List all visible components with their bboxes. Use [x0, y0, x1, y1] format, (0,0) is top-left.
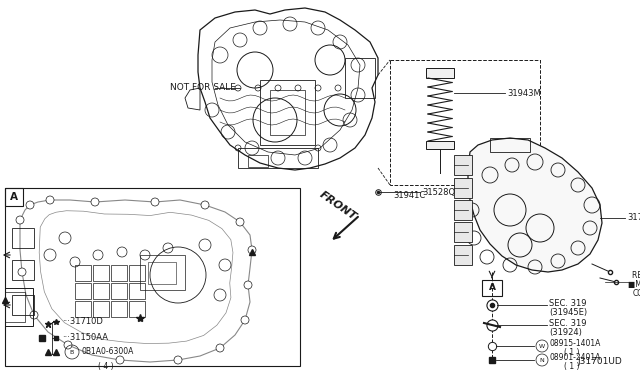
- Text: FRONT: FRONT: [317, 189, 358, 222]
- Text: 0B1A0-6300A: 0B1A0-6300A: [81, 347, 133, 356]
- Circle shape: [174, 356, 182, 364]
- Text: J31701UD: J31701UD: [578, 357, 622, 366]
- Bar: [111, 301, 127, 317]
- Bar: [426, 141, 454, 149]
- Circle shape: [26, 201, 34, 209]
- Bar: [12, 295, 34, 315]
- Text: ( 1 ): ( 1 ): [564, 349, 579, 357]
- Bar: [93, 301, 109, 317]
- Text: 31528Q: 31528Q: [422, 187, 455, 196]
- Bar: [5, 188, 300, 366]
- Bar: [75, 265, 91, 281]
- Bar: [129, 283, 145, 299]
- Circle shape: [248, 246, 256, 254]
- Text: NOT FOR SALE: NOT FOR SALE: [170, 83, 236, 93]
- Circle shape: [216, 344, 224, 352]
- Text: SEC. 319: SEC. 319: [549, 318, 586, 327]
- Circle shape: [91, 198, 99, 206]
- Bar: [426, 68, 454, 78]
- Bar: [75, 283, 91, 299]
- Bar: [140, 255, 185, 290]
- Circle shape: [18, 268, 26, 276]
- Text: SEC. 319: SEC. 319: [549, 298, 586, 308]
- Bar: [5, 292, 25, 322]
- Bar: [148, 262, 176, 284]
- Bar: [129, 265, 145, 281]
- Bar: [270, 90, 305, 135]
- Text: 08901-2401A: 08901-2401A: [550, 353, 602, 362]
- Text: 31943M: 31943M: [507, 89, 541, 97]
- Bar: [260, 80, 315, 145]
- Text: REFER TO THE: REFER TO THE: [632, 272, 640, 280]
- Circle shape: [244, 281, 252, 289]
- Circle shape: [201, 201, 209, 209]
- Bar: [75, 301, 91, 317]
- Text: CODE.: CODE.: [633, 289, 640, 298]
- Circle shape: [241, 316, 249, 324]
- Bar: [93, 283, 109, 299]
- Bar: [345, 58, 375, 98]
- Bar: [129, 301, 145, 317]
- Circle shape: [151, 198, 159, 206]
- Circle shape: [16, 216, 24, 224]
- Bar: [454, 155, 472, 175]
- Bar: [248, 155, 268, 167]
- Bar: [93, 265, 109, 281]
- Bar: [5, 188, 23, 206]
- Text: ■MARKED PARTS: ■MARKED PARTS: [628, 280, 640, 289]
- Circle shape: [64, 341, 72, 349]
- Bar: [482, 280, 502, 296]
- Circle shape: [30, 311, 38, 319]
- Text: W: W: [539, 343, 545, 349]
- Text: 31705: 31705: [627, 214, 640, 222]
- Text: A: A: [10, 192, 18, 202]
- Bar: [12, 260, 34, 280]
- Bar: [111, 283, 127, 299]
- Bar: [454, 200, 472, 220]
- Text: A: A: [488, 283, 495, 292]
- Circle shape: [46, 196, 54, 204]
- Text: ( 4 ): ( 4 ): [98, 362, 114, 371]
- Text: 31941C: 31941C: [393, 190, 425, 199]
- Text: (31945E): (31945E): [549, 308, 587, 317]
- Bar: [490, 138, 530, 152]
- Bar: [238, 148, 318, 168]
- Text: B: B: [70, 350, 74, 355]
- Bar: [12, 228, 34, 248]
- Polygon shape: [468, 138, 602, 272]
- Text: ···31710D: ···31710D: [62, 317, 103, 327]
- Text: (31924): (31924): [549, 328, 582, 337]
- Text: ···31150AA: ···31150AA: [62, 334, 108, 343]
- Bar: [5, 288, 33, 326]
- Text: N: N: [540, 357, 545, 362]
- Bar: [111, 265, 127, 281]
- Text: 08915-1401A: 08915-1401A: [550, 340, 602, 349]
- Circle shape: [236, 218, 244, 226]
- Bar: [454, 178, 472, 198]
- Bar: [454, 222, 472, 242]
- Text: ( 1 ): ( 1 ): [564, 362, 579, 372]
- Bar: [454, 245, 472, 265]
- Circle shape: [116, 356, 124, 364]
